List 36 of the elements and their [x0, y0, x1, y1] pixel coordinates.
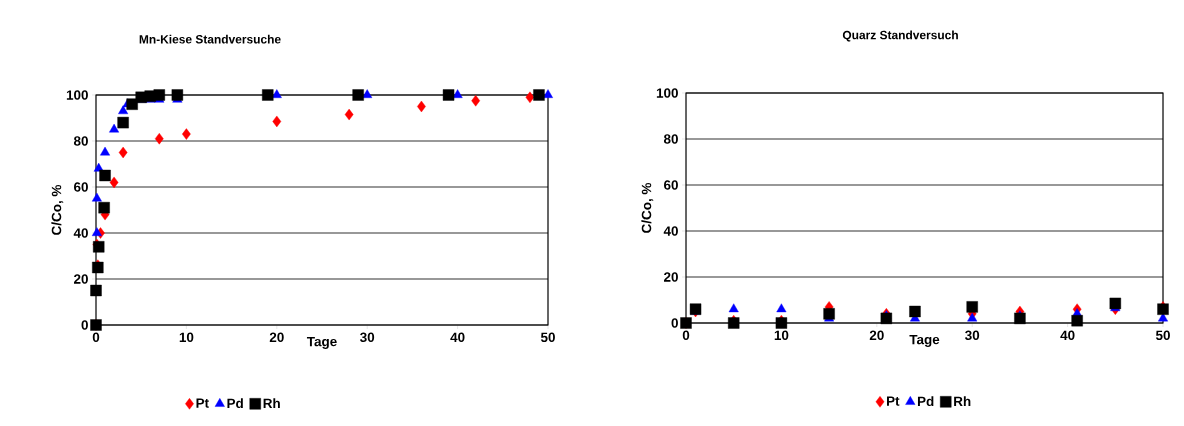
y-tick-label: 80: [663, 134, 678, 144]
legend-label: Pt: [196, 398, 209, 408]
y-tick-label: 80: [73, 136, 88, 146]
x-tick-label: 10: [179, 332, 194, 343]
legend-label: Pd: [917, 396, 934, 407]
x-tick-label: 30: [965, 330, 980, 341]
x-tick-label: 40: [1060, 330, 1075, 341]
x-tick-label: 30: [360, 332, 375, 343]
x-axis-title: Tage: [306, 336, 337, 349]
x-tick-label: 20: [869, 330, 884, 341]
x-tick-label: 20: [269, 332, 284, 343]
x-tick-label: 0: [682, 330, 690, 341]
y-tick-label: 40: [73, 228, 88, 238]
legend-label: Pt: [887, 396, 900, 406]
y-tick-label: 60: [74, 182, 88, 192]
x-tick-label: 0: [92, 332, 100, 343]
legend-label: Pd: [227, 398, 243, 409]
y-tick-label: 100: [656, 88, 678, 98]
y-tick-label: 20: [664, 272, 678, 282]
legend-label: Rh: [954, 396, 971, 406]
y-tick-label: 0: [671, 318, 678, 328]
y-tick-label: 20: [73, 274, 88, 284]
x-tick-label: 40: [450, 332, 465, 343]
y-axis-title: C/Co, %: [641, 182, 654, 233]
y-tick-label: 100: [66, 90, 88, 100]
x-tick-label: 50: [1155, 330, 1170, 341]
y-axis-title: C/Co, %: [51, 184, 64, 235]
x-tick-label: 50: [540, 332, 555, 343]
x-axis-title: Tage: [909, 334, 940, 347]
chart-title: Quarz Standversuch: [842, 30, 958, 42]
y-tick-label: 40: [663, 226, 678, 236]
y-tick-label: 60: [664, 180, 678, 190]
y-tick-label: 0: [81, 320, 88, 330]
x-tick-label: 10: [774, 330, 789, 341]
legend-label: Rh: [263, 398, 280, 408]
chart-title: Mn-Kiese Standversuche: [139, 34, 281, 44]
